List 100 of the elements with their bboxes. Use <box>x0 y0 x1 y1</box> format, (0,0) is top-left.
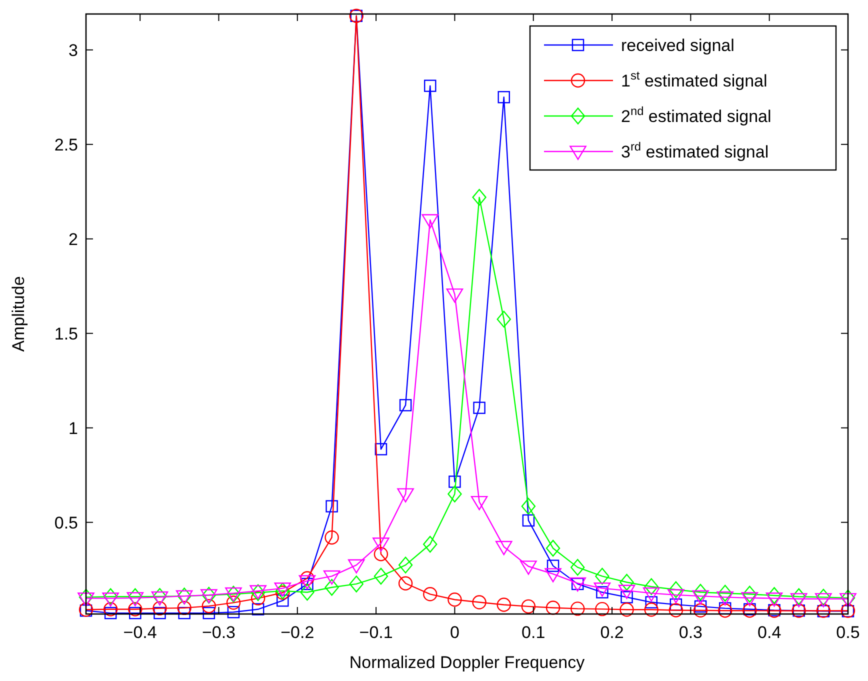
point <box>129 606 142 620</box>
point <box>694 600 707 613</box>
point <box>398 556 413 574</box>
point <box>398 576 413 590</box>
point <box>472 595 486 610</box>
legend-label: received signal <box>621 36 734 55</box>
point <box>200 589 218 604</box>
x-tick-label: 0.1 <box>522 623 546 642</box>
point <box>520 560 537 575</box>
x-axis-title: Normalized Doppler Frequency <box>349 653 586 672</box>
point <box>522 514 535 527</box>
point <box>618 584 636 599</box>
x-tick-label: −0.3 <box>202 623 236 642</box>
x-tick-label: 0.4 <box>758 623 782 642</box>
point <box>276 594 289 607</box>
point <box>252 603 264 616</box>
point <box>692 590 709 604</box>
legend-label: 1$^{st}$ estimated signal <box>621 68 768 90</box>
point <box>274 582 292 597</box>
point <box>840 590 856 606</box>
point <box>546 560 560 572</box>
point <box>178 606 190 620</box>
point <box>154 606 166 620</box>
legend-label: 2$^{nd}$ estimated signal <box>621 104 772 126</box>
point <box>374 568 388 585</box>
point <box>176 590 193 604</box>
point <box>570 602 585 616</box>
point <box>298 575 316 590</box>
y-axis-title: Amplitude <box>9 276 28 352</box>
point <box>152 588 167 605</box>
point <box>324 578 339 596</box>
point <box>177 588 192 604</box>
point <box>644 578 658 595</box>
point <box>104 606 117 620</box>
point <box>202 606 216 620</box>
point <box>546 540 560 557</box>
x-tick-label: −0.4 <box>123 623 157 642</box>
x-tick-label: −0.2 <box>280 623 314 642</box>
point <box>422 214 439 228</box>
point <box>741 592 758 606</box>
y-tick-label: 2 <box>68 230 78 249</box>
point <box>128 588 142 606</box>
point <box>348 559 365 574</box>
point <box>448 476 461 488</box>
point <box>446 288 464 303</box>
point <box>472 188 486 206</box>
point <box>424 80 436 92</box>
point <box>423 536 438 553</box>
point <box>102 592 119 607</box>
point <box>521 599 536 614</box>
point <box>470 496 488 510</box>
point <box>595 568 610 585</box>
point <box>594 582 611 597</box>
point <box>642 587 660 602</box>
point <box>372 538 390 552</box>
point <box>718 604 732 618</box>
point <box>399 399 412 412</box>
point <box>374 443 388 456</box>
point <box>78 592 94 607</box>
y-tick-label: 2.5 <box>54 135 78 154</box>
point <box>126 592 144 606</box>
point <box>668 589 684 604</box>
point <box>202 598 216 614</box>
point <box>544 568 562 582</box>
x-tick-label: 0.3 <box>678 623 703 642</box>
point <box>202 586 216 604</box>
point <box>448 486 462 502</box>
point <box>326 500 338 512</box>
point <box>495 540 512 556</box>
point <box>227 606 240 618</box>
y-tick-label: 1.5 <box>54 324 78 344</box>
point <box>521 498 536 515</box>
point <box>790 593 808 608</box>
x-tick-label: 0.5 <box>836 623 860 642</box>
point <box>323 570 340 585</box>
point <box>423 587 438 602</box>
point <box>620 574 634 591</box>
x-tick-label: 0 <box>450 623 460 642</box>
point <box>693 584 708 601</box>
point <box>496 310 511 328</box>
point <box>816 588 831 606</box>
point <box>742 586 757 603</box>
point <box>815 593 832 608</box>
point <box>349 576 364 592</box>
point <box>324 530 339 545</box>
point <box>374 546 388 562</box>
point <box>103 602 118 616</box>
legend-label: 3$^{rd}$ estimated signal <box>621 140 769 162</box>
point <box>496 598 511 612</box>
point <box>300 584 314 601</box>
point <box>78 588 94 606</box>
point <box>152 601 167 616</box>
x-tick-label: −0.1 <box>359 623 393 642</box>
point <box>645 596 658 608</box>
point <box>103 588 118 606</box>
point <box>177 600 192 616</box>
point <box>570 558 585 576</box>
point <box>668 603 684 618</box>
point <box>742 604 757 618</box>
point <box>644 602 658 617</box>
